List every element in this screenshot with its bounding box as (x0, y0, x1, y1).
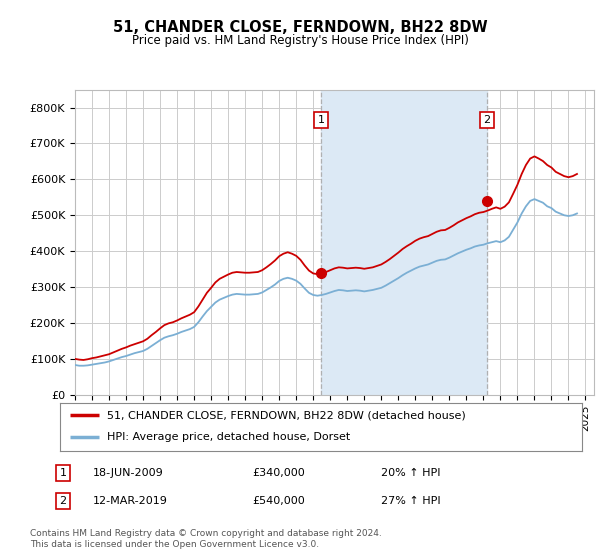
Text: 51, CHANDER CLOSE, FERNDOWN, BH22 8DW (detached house): 51, CHANDER CLOSE, FERNDOWN, BH22 8DW (d… (107, 410, 466, 420)
Text: 1: 1 (318, 115, 325, 125)
Text: 51, CHANDER CLOSE, FERNDOWN, BH22 8DW: 51, CHANDER CLOSE, FERNDOWN, BH22 8DW (113, 20, 487, 35)
Text: 27% ↑ HPI: 27% ↑ HPI (381, 496, 440, 506)
Text: £340,000: £340,000 (252, 468, 305, 478)
Text: 2: 2 (59, 496, 67, 506)
Text: £540,000: £540,000 (252, 496, 305, 506)
Bar (321, 90, 487, 395)
Text: 20% ↑ HPI: 20% ↑ HPI (381, 468, 440, 478)
Text: HPI: Average price, detached house, Dorset: HPI: Average price, detached house, Dors… (107, 432, 350, 442)
Text: 18-JUN-2009: 18-JUN-2009 (93, 468, 164, 478)
Text: Price paid vs. HM Land Registry's House Price Index (HPI): Price paid vs. HM Land Registry's House … (131, 34, 469, 46)
Text: 1: 1 (59, 468, 67, 478)
Text: Contains HM Land Registry data © Crown copyright and database right 2024.
This d: Contains HM Land Registry data © Crown c… (30, 529, 382, 549)
Text: 2: 2 (483, 115, 490, 125)
Text: 12-MAR-2019: 12-MAR-2019 (93, 496, 168, 506)
